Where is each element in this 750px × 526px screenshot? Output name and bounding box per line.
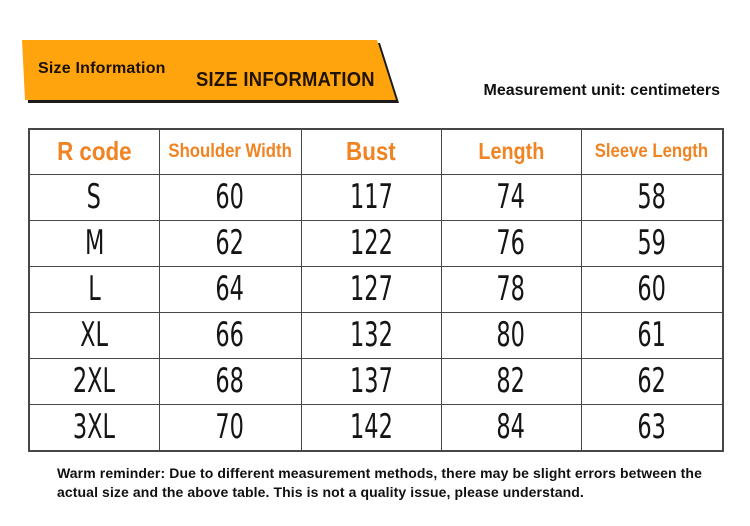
table-cell: 64 [158,265,302,313]
size-label: 3XL [28,403,160,451]
table-row-xl: XL 66 132 80 61 [28,311,724,359]
table-cell: 62 [580,357,724,405]
size-label: S [28,173,160,221]
banner-title-small: Size Information [38,60,166,77]
table-row-3xl: 3XL 70 142 84 63 [28,403,724,451]
header-bust: Bust [300,128,442,175]
banner-title-large: SIZE INFORMATION [196,69,375,91]
table-cell: 60 [580,265,724,313]
table-row-s: S 60 117 74 58 [28,173,724,221]
warm-reminder-note: Warm reminder: Due to different measurem… [57,464,717,502]
warm-reminder-line-2: actual size and the above table. This is… [57,484,584,500]
table-cell: 127 [300,265,442,313]
table-cell: 66 [158,311,302,359]
table-cell: 84 [440,403,582,451]
table-cell: 122 [300,219,442,267]
table-cell: 117 [300,173,442,221]
size-label: L [28,265,160,313]
header-shoulder-width: Shoulder Width [158,128,302,175]
size-label: 2XL [28,357,160,405]
warm-reminder-line-1: Warm reminder: Due to different measurem… [57,465,702,481]
table-cell: 76 [440,219,582,267]
table-cell: 60 [158,173,302,221]
size-label: XL [28,311,160,359]
table-cell: 142 [300,403,442,451]
measurement-unit-note: Measurement unit: centimeters [483,82,720,99]
table-row-m: M 62 122 76 59 [28,219,724,267]
table-cell: 58 [580,173,724,221]
size-table: R code Shoulder Width Bust Length Sleeve… [28,128,724,452]
table-cell: 70 [158,403,302,451]
header-r-code: R code [28,128,160,175]
header-sleeve-length: Sleeve Length [580,128,724,175]
table-cell: 80 [440,311,582,359]
table-cell: 59 [580,219,724,267]
table-cell: 137 [300,357,442,405]
table-cell: 61 [580,311,724,359]
table-cell: 68 [158,357,302,405]
table-header-row: R code Shoulder Width Bust Length Sleeve… [28,128,724,175]
size-label: M [28,219,160,267]
banner-shape [22,40,396,100]
table-cell: 82 [440,357,582,405]
table-row-l: L 64 127 78 60 [28,265,724,313]
header-length: Length [440,128,582,175]
table-cell: 62 [158,219,302,267]
table-cell: 63 [580,403,724,451]
table-cell: 132 [300,311,442,359]
banner-ribbon [22,40,399,103]
table-row-2xl: 2XL 68 137 82 62 [28,357,724,405]
table-cell: 78 [440,265,582,313]
table-cell: 74 [440,173,582,221]
